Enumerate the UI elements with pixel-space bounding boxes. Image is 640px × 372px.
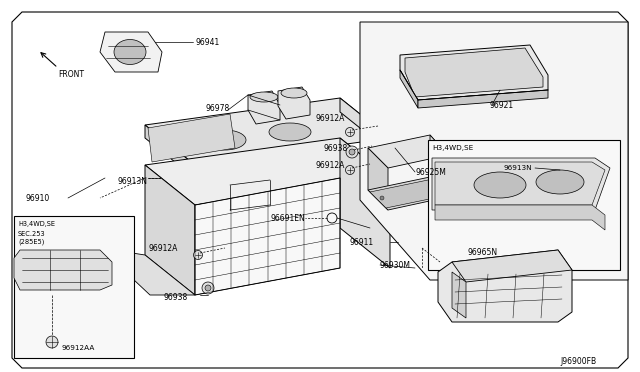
Polygon shape [100,32,162,72]
Ellipse shape [114,39,146,64]
Polygon shape [430,135,448,197]
Polygon shape [418,90,548,108]
Polygon shape [340,138,390,268]
Polygon shape [435,162,605,205]
Text: 96912AA: 96912AA [62,345,95,351]
Polygon shape [100,248,195,295]
Circle shape [346,128,355,137]
Polygon shape [400,70,418,108]
Polygon shape [195,178,340,295]
Text: 96911: 96911 [350,237,374,247]
Polygon shape [452,272,466,318]
Polygon shape [145,138,390,205]
Polygon shape [368,135,448,168]
Text: 96978: 96978 [205,103,229,112]
Circle shape [46,336,58,348]
Bar [428,140,620,270]
Polygon shape [148,114,235,162]
Polygon shape [14,250,112,290]
Ellipse shape [204,130,246,150]
Text: 96910: 96910 [25,193,49,202]
Circle shape [346,166,355,174]
Text: H3,4WD,SE: H3,4WD,SE [432,145,473,151]
Text: SEC.253: SEC.253 [18,231,45,237]
Text: 96938: 96938 [324,144,348,153]
Polygon shape [368,177,448,210]
Text: 96941: 96941 [195,38,220,46]
Circle shape [349,149,355,155]
Polygon shape [400,45,548,100]
Polygon shape [435,205,605,230]
Circle shape [202,282,214,294]
Bar [14,216,134,358]
Polygon shape [452,250,572,282]
Text: 96913N: 96913N [118,176,148,186]
Text: 96930M: 96930M [380,260,411,269]
Text: (285E5): (285E5) [18,239,44,245]
Circle shape [346,146,358,158]
Polygon shape [145,98,390,165]
Ellipse shape [474,172,526,198]
Circle shape [205,285,211,291]
Text: 96938: 96938 [164,294,188,302]
Text: 96912A: 96912A [316,160,345,170]
Ellipse shape [269,123,311,141]
Polygon shape [370,180,444,208]
Polygon shape [368,148,388,210]
Text: FRONT: FRONT [58,70,84,78]
Text: 96965N: 96965N [468,247,498,257]
Text: H3,4WD,SE: H3,4WD,SE [18,221,55,227]
Polygon shape [405,48,543,97]
Text: 96921: 96921 [490,100,514,109]
Text: 96913N: 96913N [504,165,532,171]
Polygon shape [438,250,572,322]
Polygon shape [145,125,195,178]
Circle shape [193,250,202,260]
Ellipse shape [536,170,584,194]
Polygon shape [278,87,310,119]
Circle shape [380,196,384,200]
Text: J96900FB: J96900FB [560,357,596,366]
Polygon shape [432,158,610,210]
Text: 96912A: 96912A [148,244,178,253]
Polygon shape [145,165,195,295]
Text: 96925M: 96925M [415,167,446,176]
Text: 96912A: 96912A [316,113,345,122]
Polygon shape [248,91,280,124]
Ellipse shape [250,92,278,102]
Text: 96691EN: 96691EN [270,214,305,222]
Polygon shape [360,22,628,280]
Polygon shape [340,98,390,152]
Ellipse shape [281,88,307,98]
